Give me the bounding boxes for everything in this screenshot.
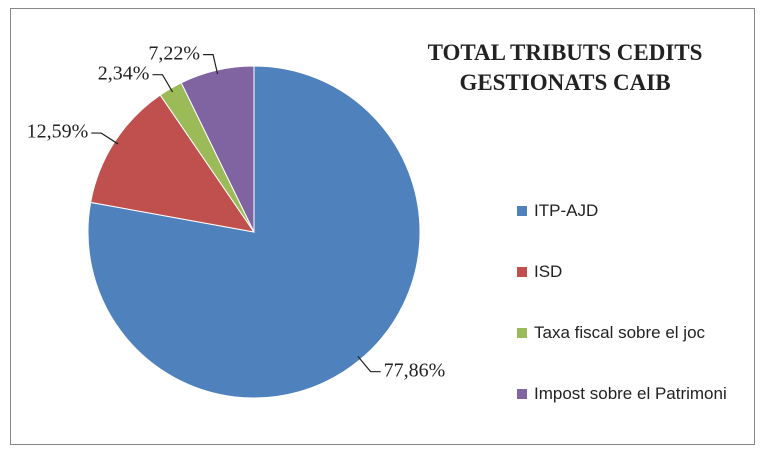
data-label: 2,34% bbox=[98, 62, 150, 84]
legend-label: ISD bbox=[534, 262, 563, 281]
legend-swatch bbox=[517, 389, 527, 399]
data-label: 7,22% bbox=[148, 42, 200, 64]
leader-line bbox=[203, 54, 219, 75]
legend-label: Impost sobre el Patrimoni bbox=[534, 384, 727, 403]
leader-line bbox=[152, 74, 174, 93]
chart-title: TOTAL TRIBUTS CEDITS GESTIONATS CAIB bbox=[427, 40, 703, 95]
leader-line bbox=[91, 132, 119, 145]
data-label: 12,59% bbox=[27, 121, 89, 143]
legend-swatch bbox=[517, 328, 527, 338]
legend-swatch bbox=[517, 267, 527, 277]
legend-swatch bbox=[517, 206, 527, 216]
legend-label: ITP-AJD bbox=[534, 201, 599, 220]
legend: ITP-AJD ISD Taxa fiscal sobre el joc Impost… bbox=[517, 198, 757, 442]
legend-item: Taxa fiscal sobre el joc bbox=[517, 320, 757, 381]
legend-item: ISD bbox=[517, 259, 757, 320]
legend-label: Taxa fiscal sobre el joc bbox=[534, 323, 706, 342]
leader-line bbox=[357, 355, 381, 373]
data-label: 77,86% bbox=[384, 359, 446, 381]
legend-item: ITP-AJD bbox=[517, 198, 757, 259]
legend-item: Impost sobre el Patrimoni bbox=[517, 381, 757, 442]
